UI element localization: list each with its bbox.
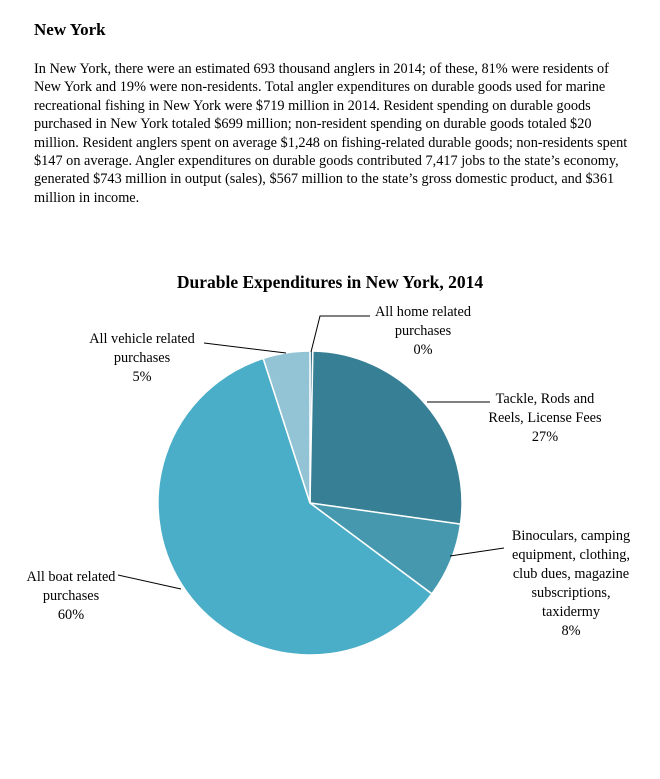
slice-label-line: subscriptions, <box>531 585 611 601</box>
slice-label-line: All vehicle related <box>89 331 195 347</box>
pie-slice-tackle <box>309 350 463 525</box>
slice-label-line: purchases <box>394 323 452 339</box>
pie-slice-vehicle <box>262 350 311 504</box>
pie-slice-boat <box>157 357 433 656</box>
slice-percent-label: 60% <box>57 607 85 623</box>
slice-label-line: club dues, magazine <box>512 566 630 582</box>
slice-label-line: All home related <box>374 304 472 320</box>
pie-slices <box>157 350 463 656</box>
slice-label-line: All boat related <box>26 569 116 585</box>
slice-percent-label: 0% <box>413 342 433 358</box>
slice-label-line: purchases <box>113 350 171 366</box>
slice-label-line: equipment, clothing, <box>512 547 630 563</box>
leader-line-home <box>310 315 370 353</box>
slice-label-home: All home related purchases 0% <box>368 303 478 360</box>
slice-percent-label: 5% <box>132 369 152 385</box>
leader-line-binoculars <box>449 547 505 557</box>
page-heading: New York <box>34 20 106 39</box>
slice-label-tackle: Tackle, Rods and Reels, License Fees 27% <box>478 390 612 447</box>
slice-percent-label: 27% <box>531 429 559 445</box>
body-paragraph: In New York, there were an estimated 693… <box>34 61 628 206</box>
leader-line-vehicle <box>203 342 287 354</box>
slice-label-line: Binoculars, camping <box>511 528 631 544</box>
slice-label-binoculars: Binoculars, camping equipment, clothing, c… <box>503 527 639 641</box>
slice-label-line: purchases <box>42 588 100 604</box>
slice-label-line: taxidermy <box>542 604 600 620</box>
chart-title: Durable Expenditures in New York, 2014 <box>176 272 484 292</box>
leader-line-boat <box>117 574 182 590</box>
slice-label-vehicle: All vehicle related purchases 5% <box>80 330 204 387</box>
leader-lines <box>117 315 505 590</box>
slice-percent-label: 8% <box>561 623 581 639</box>
slice-label-line: Reels, License Fees <box>488 410 602 426</box>
slice-label-boat: All boat related purchases 60% <box>14 568 128 625</box>
slice-label-line: Tackle, Rods and <box>495 391 595 407</box>
